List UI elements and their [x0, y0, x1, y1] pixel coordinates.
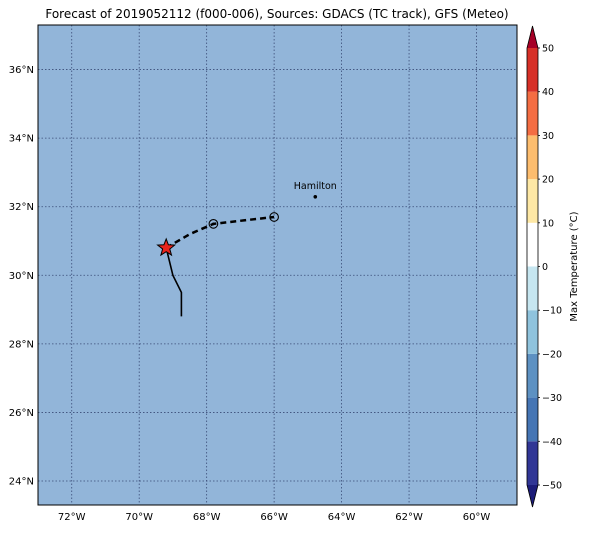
colorbar-band	[527, 222, 538, 267]
latitude-tick-label: 26°N	[9, 408, 34, 419]
colorbar-tick-label: 20	[542, 175, 554, 186]
city-dot	[313, 194, 318, 199]
map-frame	[37, 24, 518, 506]
colorbar-under-extension	[527, 485, 538, 507]
longitude-tick-label: 72°W	[58, 512, 86, 523]
colorbar-band	[527, 353, 538, 398]
figure-title: Forecast of 2019052112 (f000-006), Sourc…	[45, 7, 508, 21]
city-label: Hamilton	[294, 181, 337, 192]
colorbar-band	[527, 397, 538, 442]
colorbar-tick-label: −50	[542, 481, 562, 492]
colorbar-band	[527, 48, 538, 92]
graticule	[38, 25, 517, 505]
colorbar: 50 40 30 20 10 0 −10 −20 −30 −40 −50 Max Temperatu…	[526, 25, 580, 508]
colorbar-bands	[526, 25, 539, 508]
forecast-point-circle	[269, 212, 279, 222]
current-position-star-icon	[156, 237, 177, 257]
longitude-tick-label: 62°W	[395, 512, 423, 523]
longitude-tick-label: 68°W	[193, 512, 221, 523]
ocean-background	[38, 25, 517, 505]
colorbar-band	[527, 91, 538, 136]
colorbar-label: Max Temperature (°C)	[569, 211, 580, 321]
forecast-point-dot	[212, 222, 215, 226]
colorbar-tick-label: −20	[542, 349, 562, 360]
colorbar-tick-label: −30	[542, 393, 562, 404]
city-markers: Hamilton	[294, 181, 337, 199]
map-panel: 72°W 70°W 68°W 66°W 64°W 62°W 60°W 24°N 26°N 28°…	[9, 24, 518, 523]
latitude-tick-label: 32°N	[9, 202, 34, 213]
latitude-tick-label: 36°N	[9, 65, 34, 76]
longitude-tick-labels: 72°W 70°W 68°W 66°W 64°W 62°W 60°W	[58, 512, 491, 523]
latitude-tick-label: 30°N	[9, 271, 34, 282]
latitude-tick-labels: 24°N 26°N 28°N 30°N 32°N 34°N 36°N	[9, 65, 34, 487]
colorbar-band	[527, 310, 538, 354]
longitude-tick-label: 64°W	[328, 512, 356, 523]
latitude-tick-label: 24°N	[9, 477, 34, 488]
longitude-tick-label: 70°W	[125, 512, 153, 523]
colorbar-band	[527, 266, 538, 311]
colorbar-band	[527, 441, 538, 485]
colorbar-over-extension	[527, 26, 538, 48]
longitude-tick-label: 66°W	[260, 512, 288, 523]
cyclone-track	[156, 212, 279, 317]
forecast-point-circle	[208, 219, 219, 229]
colorbar-tick-labels: 50 40 30 20 10 0 −10 −20 −30 −40 −50	[538, 44, 562, 492]
colorbar-tick-label: 40	[542, 87, 554, 98]
colorbar-tick-label: 50	[542, 44, 554, 55]
colorbar-tick-label: 30	[542, 131, 554, 142]
past-track-line	[165, 247, 183, 317]
colorbar-tick-label: 10	[542, 218, 554, 229]
latitude-tick-label: 34°N	[9, 134, 34, 145]
colorbar-band	[527, 179, 538, 223]
colorbar-tick-label: 0	[542, 262, 548, 273]
latitude-tick-label: 28°N	[9, 339, 34, 350]
colorbar-tick-label: −10	[542, 306, 562, 317]
colorbar-tick-label: −40	[542, 437, 562, 448]
longitude-tick-label: 60°W	[463, 512, 491, 523]
colorbar-band	[527, 135, 538, 180]
